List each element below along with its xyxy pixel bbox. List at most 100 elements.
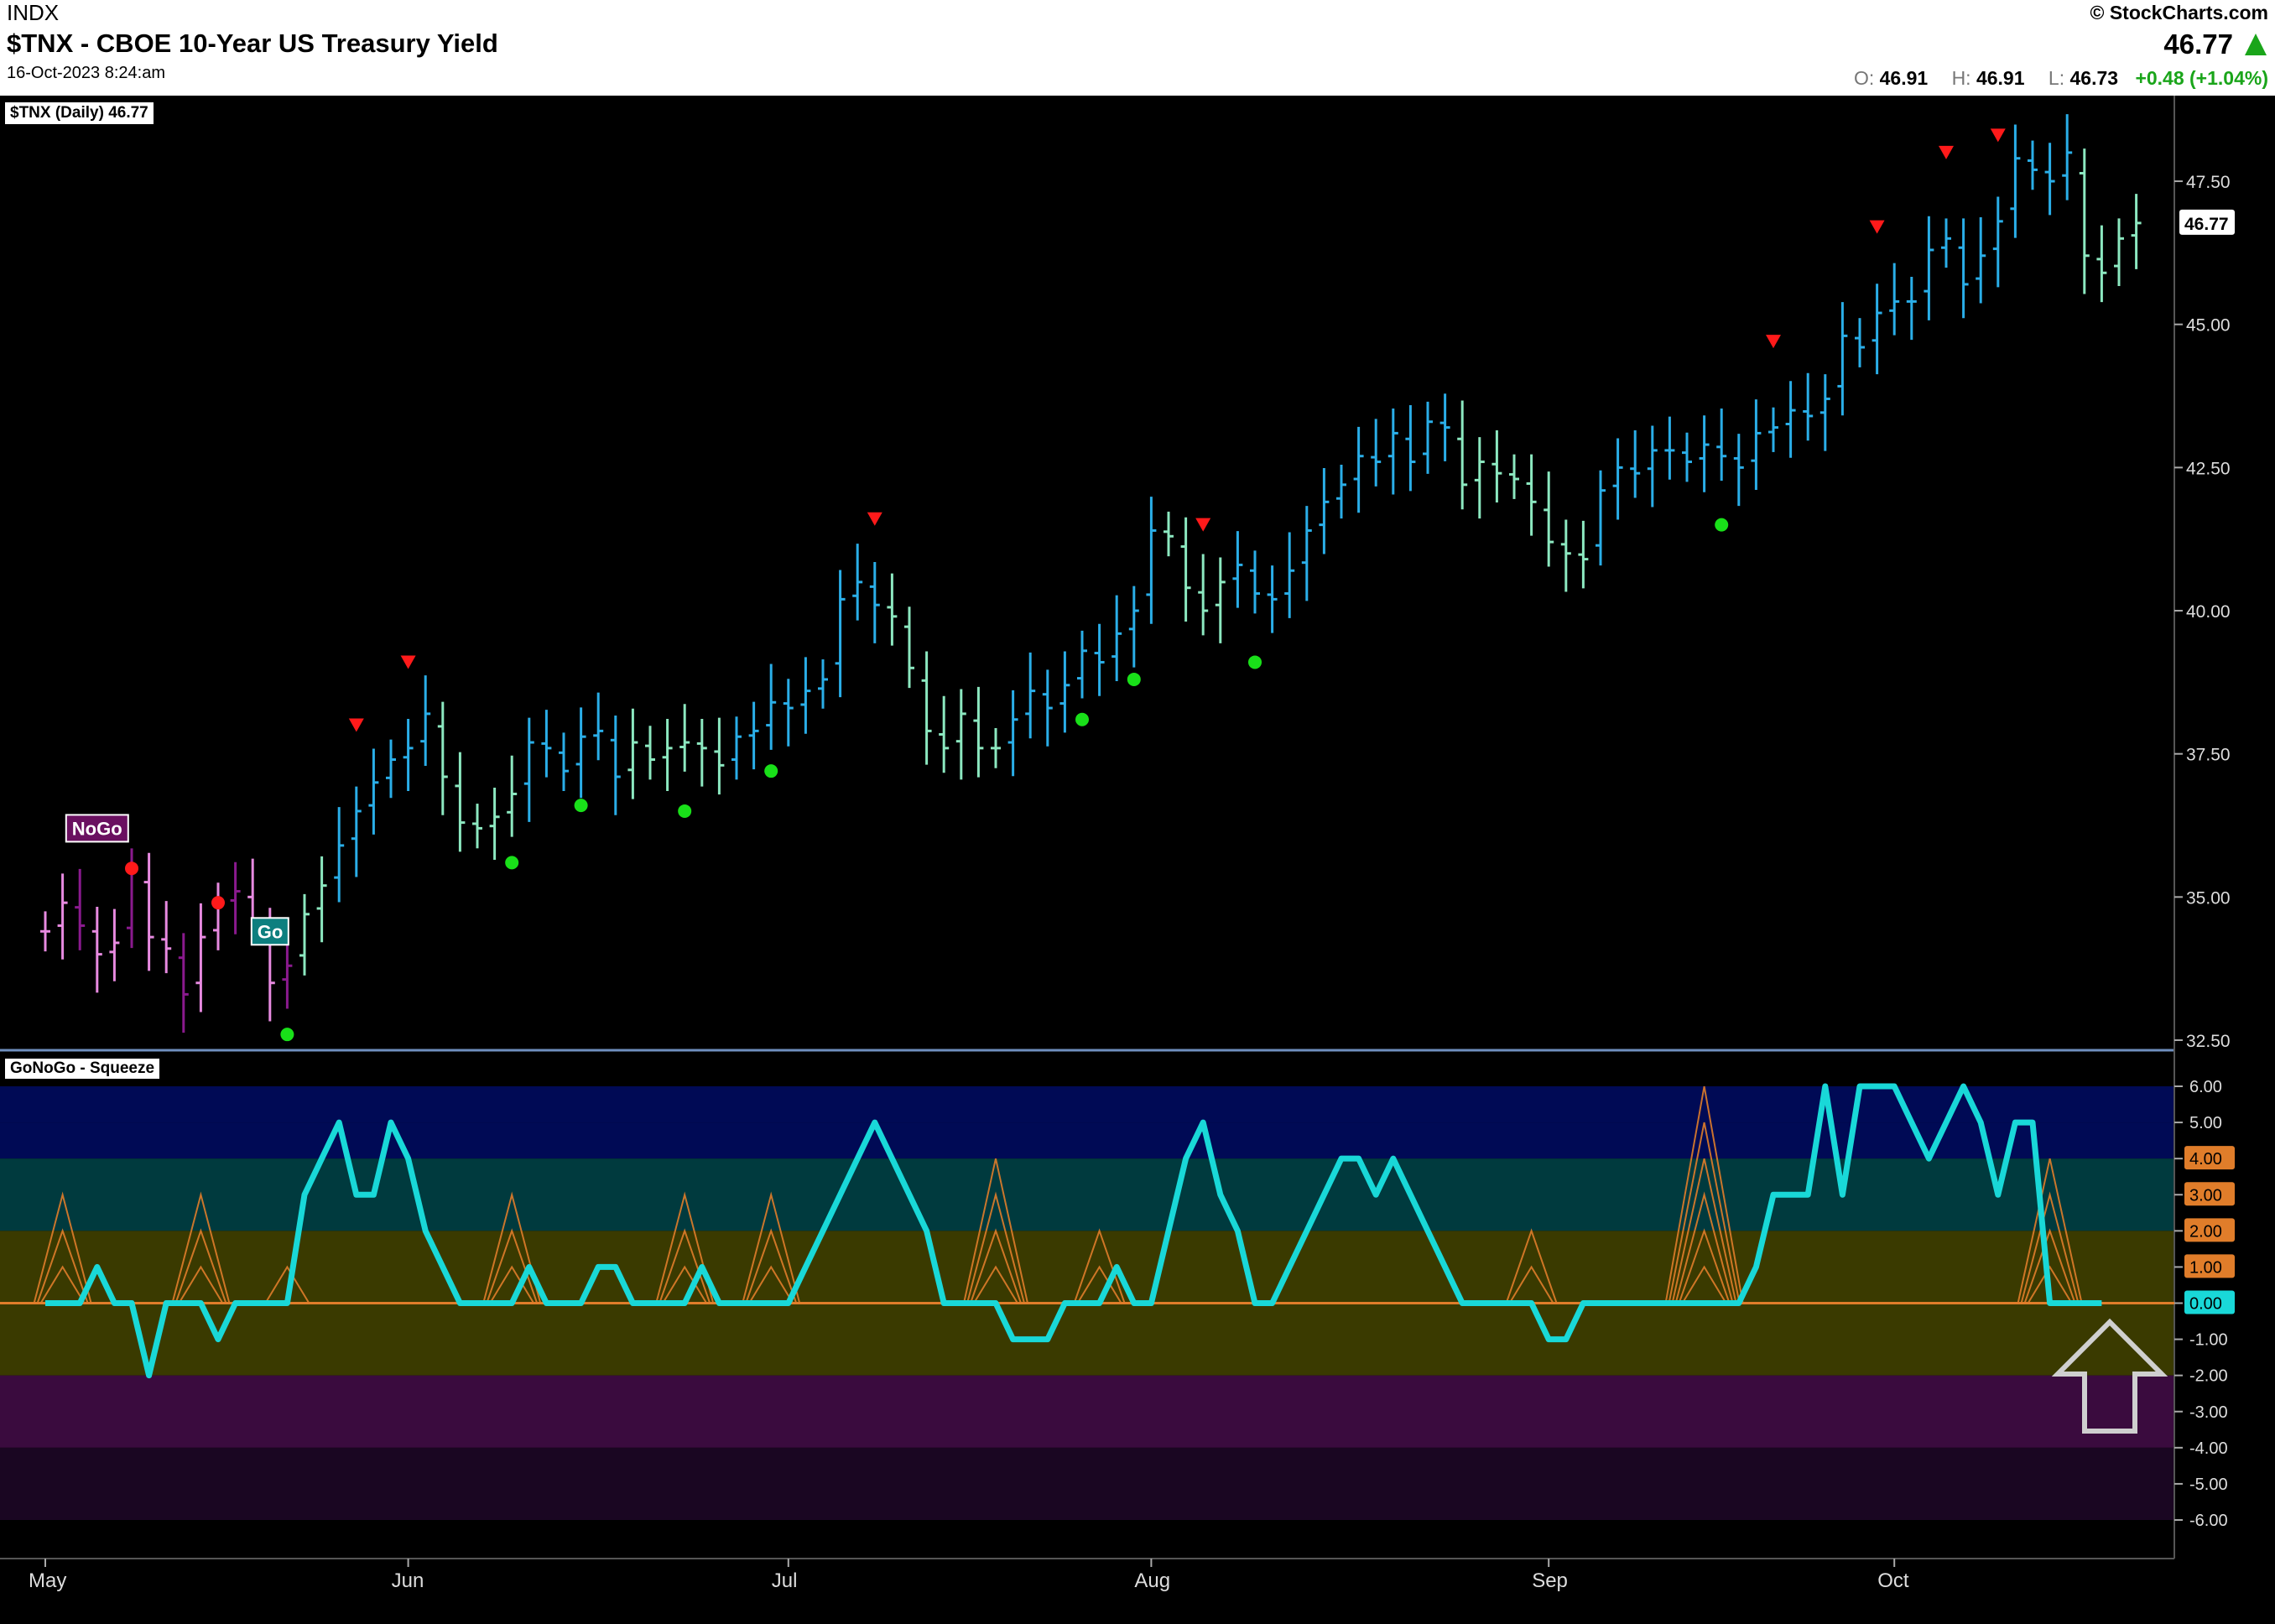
squeeze-tick-label: 3.00 [2189,1186,2222,1205]
price-bar [109,908,120,981]
squeeze-grid [264,1265,310,1304]
price-bar [2010,124,2021,238]
squeeze-grid-line [2020,1191,2080,1304]
price-bar [1699,415,1710,492]
price-bar [316,856,327,943]
price-bar [195,903,206,1012]
price-bar [1682,432,1692,482]
price-bar [1025,652,1036,739]
price-bar [1111,595,1122,681]
squeeze-current-badge [2184,1290,2235,1314]
price-bar [1733,434,1744,507]
price-tick-label: 37.50 [2186,746,2231,765]
price-bar [523,717,534,822]
squeeze-grid [742,1191,801,1304]
squeeze-oscillator-line [45,1083,2102,1379]
price-bar [904,606,914,689]
price-bar [1059,651,1070,733]
price-bar [541,710,552,778]
price-bar [1457,400,1468,510]
price-bar [1509,454,1519,499]
price-bar [1612,438,1623,520]
price-bar [679,704,690,772]
price-bar [1336,464,1346,519]
price-bar [2096,225,2107,303]
watermark: © StockCharts.com [2090,2,2268,23]
squeeze-grid-line [1073,1228,1126,1304]
squeeze-tick-label: 4.00 [2189,1150,2222,1169]
countertrend-triangle [400,655,416,669]
squeeze-tick-label: -6.00 [2189,1512,2228,1530]
squeeze-grid-line [742,1191,801,1304]
price-bar [1924,216,1934,320]
squeeze-tick-label: 5.00 [2189,1114,2222,1132]
squeeze-grid-line [36,1228,89,1304]
squeeze-tick-label: 6.00 [2189,1078,2222,1096]
open-label: O: [1853,67,1875,89]
up-arrow-icon [2245,34,2267,55]
price-bar [835,570,846,698]
go-trend-dot [1248,655,1262,669]
price-bar [1007,690,1018,777]
price-bar [455,752,466,852]
squeeze-grid-line [489,1265,535,1304]
price-bar [955,689,966,780]
squeeze-grid-line [486,1228,539,1304]
chart-header: INDX $TNX - CBOE 10-Year US Treasury Yie… [0,0,2275,96]
price-bar [351,786,362,877]
x-tick-label: Jul [772,1569,798,1592]
countertrend-triangle [867,512,882,526]
low-value: 46.73 [2069,67,2119,89]
price-bar [1578,520,1589,589]
timestamp: 16-Oct-2023 8:24:am [7,64,165,82]
signal-badge [250,917,289,946]
squeeze-grid [1505,1228,1558,1304]
price-bar [1596,470,1606,566]
signal-badge-label: NoGo [72,818,122,839]
price-bar [1267,565,1278,633]
squeeze-grid-line [1505,1228,1558,1304]
squeeze-grid-line [748,1265,794,1304]
price-bar [230,861,241,934]
squeeze-grid-line [39,1265,86,1304]
price-bar [1768,407,1778,452]
go-trend-dot [280,1028,294,1042]
squeeze-tick-label: -2.00 [2189,1367,2228,1386]
squeeze-grid [1664,1085,1744,1304]
price-bar [299,893,310,976]
squeeze-grid-line [1674,1191,1734,1304]
price-bar [2131,194,2142,269]
price-bar [213,882,223,950]
price-bar [40,911,50,952]
chart-canvas: 47.50 45.00 42.50 40.00 37.50 35.00 32.50 6.00 5… [0,96,2235,1592]
price-bar [1405,404,1416,492]
price-bar [1526,454,1537,536]
price-bar [1423,401,1433,474]
go-trend-dot [764,764,778,778]
countertrend-triangle [1766,335,1781,349]
squeeze-tick-label: 2.00 [2189,1222,2222,1241]
price-bar [91,906,102,993]
countertrend-triangle [1939,145,1954,159]
squeeze-grid-line [973,1265,1018,1304]
price-bar [939,695,950,773]
price-bar [1647,425,1658,508]
squeeze-band-4 [0,1303,2174,1376]
price-bar [973,686,984,778]
price-bar [75,868,86,950]
squeeze-grid-line [178,1265,224,1304]
price-bar [1906,277,1917,341]
price-bar [1872,284,1882,375]
price-bar [748,701,759,770]
price-bar [1146,497,1157,624]
price-bar [1250,550,1260,614]
signal-badge-label: Go [258,921,284,942]
squeeze-grid-line [1668,1122,1741,1304]
price-bar [766,664,777,750]
squeeze-tick-badge [2184,1254,2235,1278]
countertrend-triangle [1869,220,1885,234]
price-bar [610,715,621,815]
price-bars [40,114,2142,1033]
countertrend-triangle [348,718,364,732]
go-trend-dot [574,799,588,813]
